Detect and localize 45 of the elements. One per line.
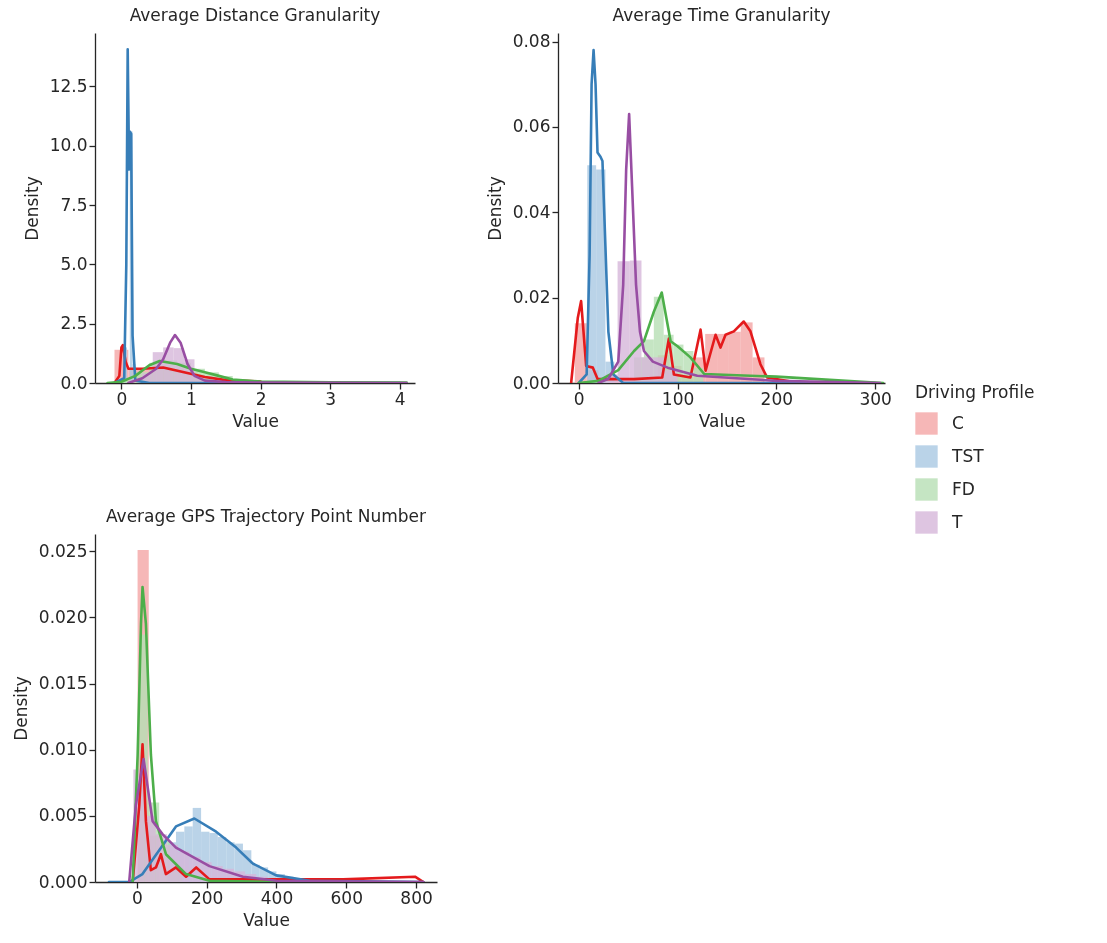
x-tick-label: 600 bbox=[330, 887, 363, 908]
y-tick-label: 12.5 bbox=[49, 75, 88, 96]
x-axis-title: Value bbox=[232, 410, 279, 431]
y-tick-label: 0.010 bbox=[38, 739, 88, 760]
y-tick-label: 7.5 bbox=[60, 194, 88, 215]
y-tick-label: 0.000 bbox=[38, 871, 88, 892]
legend-label: FD bbox=[952, 478, 975, 499]
x-tick-label: 800 bbox=[400, 887, 433, 908]
y-tick-label: 0.020 bbox=[38, 606, 88, 627]
y-tick-label: 0.08 bbox=[512, 31, 551, 52]
y-tick-label: 0.015 bbox=[38, 673, 88, 694]
legend-title: Driving Profile bbox=[915, 382, 1035, 402]
chart-title: Average GPS Trajectory Point Number bbox=[105, 506, 427, 526]
y-axis-title: Density bbox=[10, 676, 31, 741]
x-tick-label: 0 bbox=[573, 388, 585, 409]
x-axis-title: Value bbox=[698, 410, 746, 431]
y-tick-label: 0.0 bbox=[60, 372, 88, 393]
x-tick-label: 4 bbox=[394, 388, 406, 409]
x-tick-label: 200 bbox=[190, 887, 224, 908]
x-tick-label: 3 bbox=[325, 388, 337, 409]
y-tick-label: 0.04 bbox=[512, 201, 551, 222]
y-tick-label: 0.06 bbox=[512, 116, 551, 137]
y-axis-title: Density bbox=[21, 176, 42, 241]
x-tick-label: 2 bbox=[255, 388, 267, 409]
legend-label: T bbox=[951, 511, 963, 532]
y-tick-label: 5.0 bbox=[60, 253, 88, 274]
y-tick-label: 0.025 bbox=[38, 540, 88, 561]
y-tick-label: 0.02 bbox=[512, 287, 551, 308]
x-tick-label: 0 bbox=[116, 388, 128, 409]
x-tick-label: 300 bbox=[859, 388, 892, 409]
y-tick-label: 0.00 bbox=[512, 372, 551, 393]
legend-label: TST bbox=[951, 445, 985, 466]
legend-label: C bbox=[952, 412, 964, 433]
x-tick-label: 1 bbox=[186, 388, 197, 409]
x-tick-label: 200 bbox=[760, 388, 794, 409]
x-tick-label: 400 bbox=[260, 887, 294, 908]
x-axis-title: Value bbox=[243, 909, 290, 930]
chart-title: Average Distance Granularity bbox=[129, 5, 381, 25]
x-tick-label: 100 bbox=[661, 388, 695, 409]
y-tick-label: 0.005 bbox=[38, 805, 88, 826]
x-tick-label: 0 bbox=[131, 887, 143, 908]
y-tick-label: 10.0 bbox=[49, 135, 88, 156]
y-tick-label: 2.5 bbox=[60, 313, 88, 334]
chart-title: Average Time Granularity bbox=[612, 4, 831, 25]
y-axis-title: Density bbox=[484, 176, 505, 241]
